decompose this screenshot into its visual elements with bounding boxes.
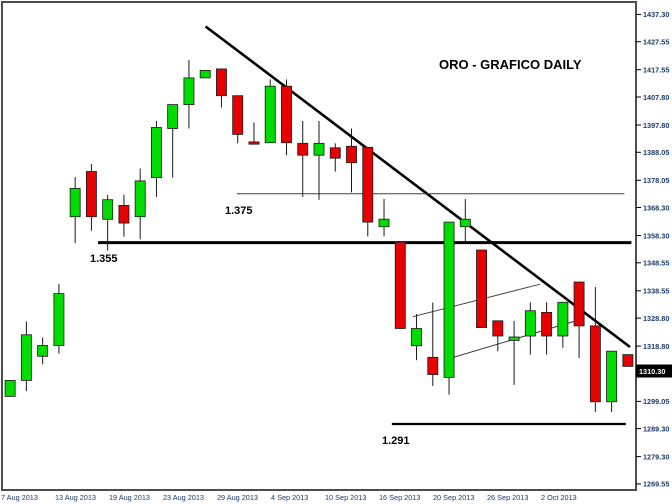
- svg-text:1299.05: 1299.05: [643, 397, 669, 406]
- svg-text:13 Aug 2013: 13 Aug 2013: [55, 493, 96, 502]
- svg-text:1279.30: 1279.30: [643, 452, 669, 461]
- svg-text:1269.55: 1269.55: [643, 480, 669, 489]
- svg-text:1368.30: 1368.30: [643, 203, 669, 212]
- svg-text:7 Aug 2013: 7 Aug 2013: [1, 493, 38, 502]
- svg-text:1.375: 1.375: [225, 205, 253, 217]
- svg-text:20 Sep 2013: 20 Sep 2013: [433, 493, 474, 502]
- svg-text:1397.80: 1397.80: [643, 121, 669, 130]
- svg-text:1310.30: 1310.30: [639, 367, 665, 376]
- svg-text:1388.05: 1388.05: [643, 148, 669, 157]
- svg-text:1437.30: 1437.30: [643, 10, 669, 19]
- svg-text:19 Aug 2013: 19 Aug 2013: [109, 493, 150, 502]
- svg-text:4 Sep 2013: 4 Sep 2013: [271, 493, 308, 502]
- svg-text:2 Oct 2013: 2 Oct 2013: [541, 493, 577, 502]
- svg-text:16 Sep 2013: 16 Sep 2013: [379, 493, 420, 502]
- svg-text:1358.30: 1358.30: [643, 231, 669, 240]
- svg-text:1289.30: 1289.30: [643, 424, 669, 433]
- svg-text:10 Sep 2013: 10 Sep 2013: [325, 493, 366, 502]
- svg-text:1427.55: 1427.55: [643, 38, 669, 47]
- svg-text:1407.80: 1407.80: [643, 93, 669, 102]
- svg-text:1338.55: 1338.55: [643, 287, 669, 296]
- svg-text:ORO - GRAFICO DAILY: ORO - GRAFICO DAILY: [439, 57, 582, 72]
- svg-text:1348.55: 1348.55: [643, 259, 669, 268]
- svg-text:1318.80: 1318.80: [643, 342, 669, 351]
- svg-text:1417.55: 1417.55: [643, 66, 669, 75]
- svg-text:1328.80: 1328.80: [643, 314, 669, 323]
- svg-text:26 Sep 2013: 26 Sep 2013: [487, 493, 528, 502]
- svg-text:23 Aug 2013: 23 Aug 2013: [163, 493, 204, 502]
- svg-text:1.291: 1.291: [382, 435, 410, 447]
- svg-text:29 Aug 2013: 29 Aug 2013: [217, 493, 258, 502]
- svg-text:1.355: 1.355: [90, 253, 118, 265]
- svg-text:1378.05: 1378.05: [643, 176, 669, 185]
